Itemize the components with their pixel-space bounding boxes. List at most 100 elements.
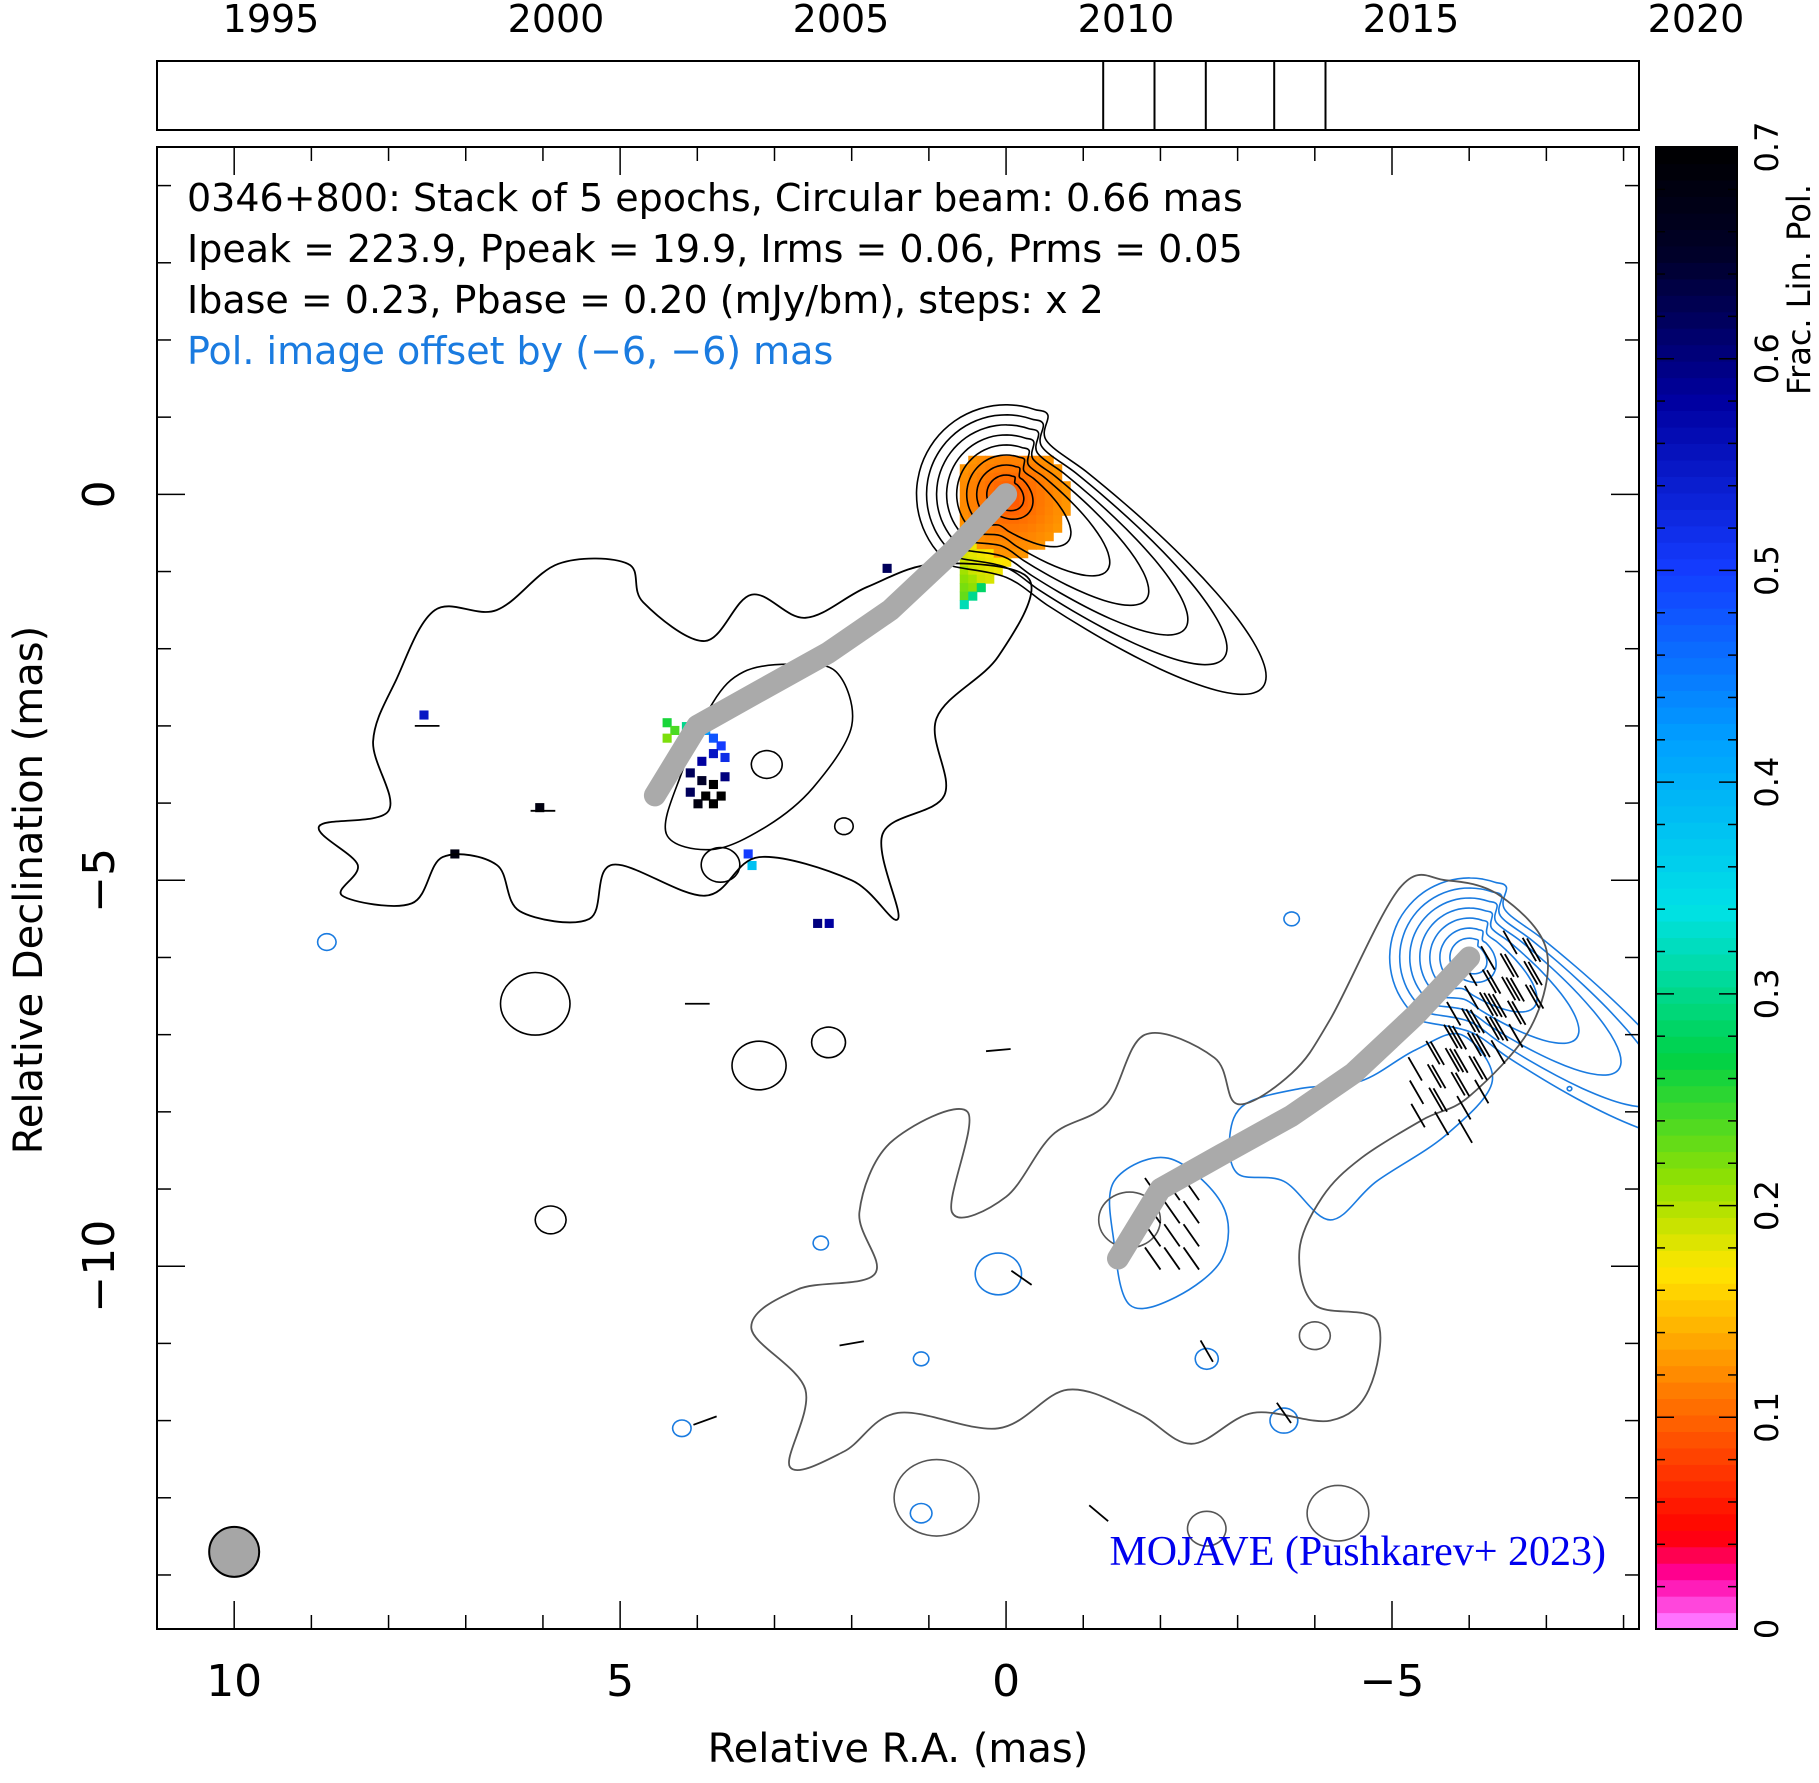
fpol-pixel (959, 481, 969, 491)
fpol-pixel (1027, 455, 1037, 465)
fpol-pixel (976, 540, 986, 550)
fpol-pixel (1027, 481, 1037, 491)
pol-island (909, 1502, 933, 1524)
colorbar-band (1657, 1250, 1736, 1268)
fpol-pixel (993, 549, 1003, 559)
pol-contour (1398, 887, 1639, 1108)
fpol-pixel (1044, 455, 1054, 465)
evpa-stick (1088, 1504, 1109, 1522)
gray-island (1306, 1484, 1370, 1542)
fpol-pixel (985, 574, 995, 584)
colorbar-band (1657, 1118, 1736, 1136)
timeline-frame (156, 60, 1640, 131)
stokes-i-island (499, 971, 571, 1036)
epoch-timeline: 1995 2000 2005 2010 2015 2020 (156, 0, 1744, 131)
fpol-pixel (1019, 506, 1029, 516)
fpol-pixel (1019, 532, 1029, 542)
fpol-pixel (708, 749, 718, 759)
colorbar-band (1657, 361, 1736, 379)
colorbar-band (1657, 295, 1736, 313)
colorbar-band (1657, 904, 1736, 922)
fpol-pixel (993, 532, 1003, 542)
colorbar-band (1657, 888, 1736, 906)
colorbar-band (1657, 443, 1736, 461)
evpa-stick (1431, 1064, 1447, 1089)
evpa-stick (1451, 1025, 1468, 1050)
evpa-stick (1501, 976, 1517, 1001)
evpa-stick (1464, 985, 1480, 1010)
fpol-pixel (1027, 532, 1037, 542)
evpa-stick (985, 1048, 1011, 1053)
evpa-stick (1505, 976, 1521, 1002)
pol-contour (1439, 927, 1497, 984)
colorbar-tick-label: 0.3 (1748, 968, 1786, 1019)
colorbar-band (1657, 591, 1736, 609)
fpol-pixel (1044, 472, 1054, 482)
stokes-i-contour (955, 444, 1111, 577)
colorbar-band (1657, 1546, 1736, 1564)
evpa-stick (1407, 1056, 1423, 1081)
fpol-pixel (716, 791, 726, 801)
pol-contour (1418, 907, 1580, 1045)
colorbar-band (1657, 986, 1736, 1004)
evpa-stick (1493, 1017, 1509, 1042)
evpa-stick (1443, 1024, 1459, 1049)
colorbar-band (1657, 1052, 1736, 1070)
colorbar-band (1657, 1283, 1736, 1301)
annotation-line-1: 0346+800: Stack of 5 epochs, Circular be… (187, 176, 1243, 220)
colorbar-band (1657, 1036, 1736, 1054)
colorbar-band (1657, 1019, 1736, 1037)
colorbar-band (1657, 789, 1736, 807)
fpol-pixel (968, 472, 978, 482)
colorbar-band (1657, 937, 1736, 955)
fpol-pixel (985, 540, 995, 550)
colorbar-band (1657, 492, 1736, 510)
fpol-pixel (1027, 506, 1037, 516)
jet-ridge-line (643, 483, 1018, 807)
colorbar-band (1657, 328, 1736, 346)
colorbar-band (1657, 459, 1736, 477)
evpa-stick (1474, 1079, 1490, 1104)
timeline-tick-label: 2015 (1363, 0, 1460, 41)
fpol-pixel (1010, 464, 1020, 474)
fpol-pixel (1010, 506, 1020, 516)
fpol-pixel (968, 498, 978, 508)
fpol-pixel (968, 489, 978, 499)
colorbar-band (1657, 476, 1736, 494)
colorbar-band (1657, 871, 1736, 889)
evpa-stick (1502, 930, 1518, 955)
axis-ticks (156, 147, 1639, 1629)
pol-island (912, 1351, 930, 1367)
timeline-tick-label: 2005 (793, 0, 890, 41)
fpol-pixel (1019, 523, 1029, 533)
fpol-pixel (535, 803, 545, 813)
fpol-pixel (1061, 498, 1071, 508)
fpol-pixel (968, 574, 978, 584)
fpol-pixel (985, 481, 995, 491)
evpa-stick (1425, 1040, 1441, 1065)
evpa-stick (1511, 1000, 1527, 1026)
fpol-pixel (1036, 523, 1046, 533)
ridge-lines (643, 483, 1481, 1270)
fpol-pixel (1036, 532, 1046, 542)
y-tick-labels: 0 −5 −10 (74, 480, 125, 1312)
evpa-stick (1465, 1008, 1481, 1034)
colorbar-band (1657, 1513, 1736, 1531)
evpa-stick (1182, 1223, 1200, 1247)
fpol-pixel (1053, 481, 1063, 491)
fpol-pixel (985, 455, 995, 465)
colorbar-band (1657, 723, 1736, 741)
fpol-pixel (968, 481, 978, 491)
fpol-pixel (968, 464, 978, 474)
fpol-pixel (1027, 515, 1037, 525)
evpa-stick (1489, 1016, 1505, 1041)
colorbar-band (1657, 1069, 1736, 1087)
fpol-pixel (1061, 506, 1071, 516)
evpa-stick (1010, 1269, 1033, 1286)
fpol-pixel (993, 464, 1003, 474)
colorbar-band (1657, 1414, 1736, 1432)
fpol-pixel (1010, 498, 1020, 508)
colorbar-band (1657, 179, 1736, 197)
x-tick-label: 0 (992, 1656, 1020, 1707)
